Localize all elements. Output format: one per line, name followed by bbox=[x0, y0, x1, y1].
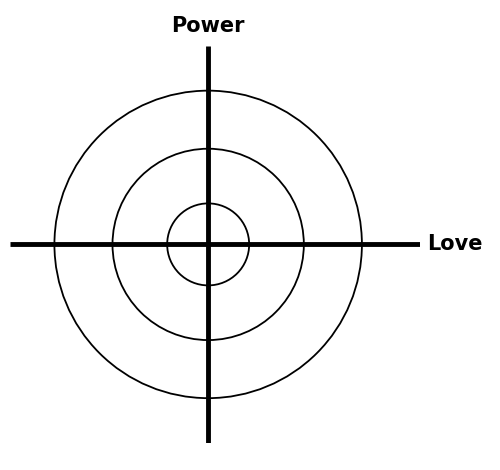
Text: Power: Power bbox=[172, 16, 245, 36]
Text: Love: Love bbox=[427, 235, 482, 254]
